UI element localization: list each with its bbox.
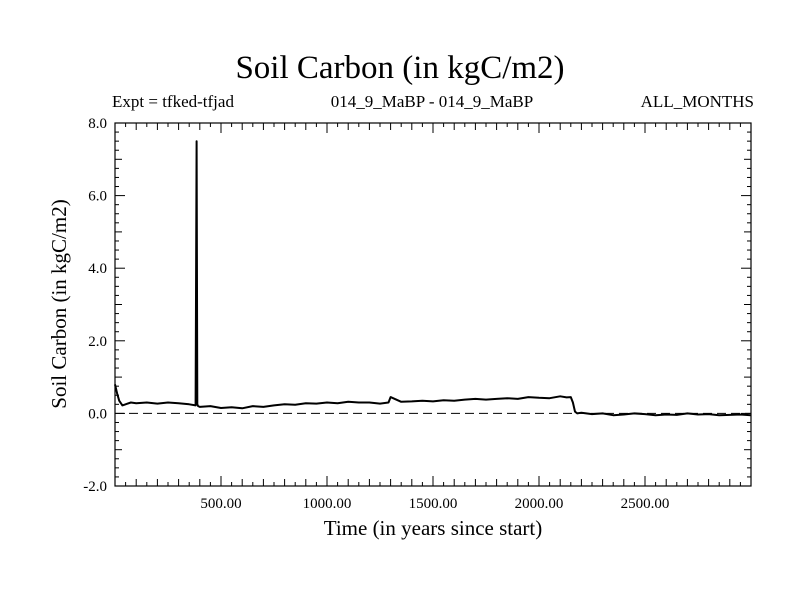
y-tick-label: 4.0 (88, 261, 107, 277)
experiment-label: Expt = tfked-tfjad (112, 92, 234, 111)
y-tick-label: -2.0 (83, 479, 107, 495)
x-tick-label: 2000.00 (515, 496, 564, 512)
axis-ticks (115, 123, 751, 486)
y-tick-label: 6.0 (88, 189, 107, 205)
y-tick-label: 8.0 (88, 116, 107, 132)
x-tick-label: 500.00 (200, 496, 241, 512)
chart-title: Soil Carbon (in kgC/m2) (235, 50, 565, 86)
x-tick-label: 1000.00 (303, 496, 352, 512)
y-tick-label: 0.0 (88, 406, 107, 422)
x-axis-label: Time (in years since start) (324, 516, 543, 540)
y-axis-label: Soil Carbon (in kgC/m2) (47, 199, 71, 408)
plot-frame (114, 122, 752, 487)
chart-subtitle: 014_9_MaBP - 014_9_MaBP (330, 92, 534, 111)
x-tick-label: 2500.00 (621, 496, 670, 512)
axis-tick-labels: 500.00 1000.00 1500.00 2000.00 2500.00 -2.0 0.… (83, 116, 669, 512)
x-tick-label: 1500.00 (409, 496, 458, 512)
soil-carbon-series-line (114, 140, 752, 417)
period-label: ALL_MONTHS (640, 92, 754, 111)
y-tick-label: 2.0 (88, 334, 107, 350)
